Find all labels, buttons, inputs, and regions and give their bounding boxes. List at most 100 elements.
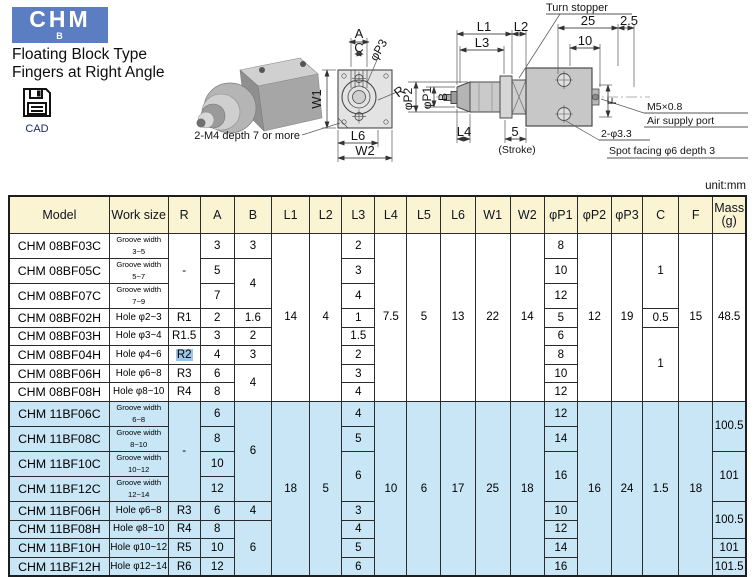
column-header: L6 [440, 195, 476, 234]
spec-cell: 5 [199, 258, 235, 284]
spec-cell: Hole φ2~3 [108, 308, 169, 328]
spec-cell: 2 [233, 326, 273, 347]
model-cell: CHM 11BF08H [8, 519, 110, 540]
cad-download[interactable]: CAD [19, 87, 55, 135]
spec-cell: 100.5 [712, 500, 747, 540]
column-header: A [199, 195, 235, 234]
table-row: CHM 08BF08H Hole φ8~10 R4 8 4 12 [8, 382, 746, 402]
column-header: W1 [474, 195, 511, 234]
header-row: Model Work size R A B L1 L2 L3 L4 L5 L6 W1 W2 φP1 φP2 φ… [8, 195, 747, 234]
model-cell: CHM 11BF10C [8, 450, 110, 477]
model-cell: CHM 08BF08H [8, 382, 110, 402]
spec-cell: 2 [341, 233, 376, 259]
spec-cell: 16 [543, 450, 578, 502]
model-cell: CHM 11BF10H [8, 538, 110, 558]
spec-cell: 14 [270, 233, 311, 402]
model-cell: CHM 08BF03C [8, 233, 110, 259]
table-row: CHM 11BF10C Groove width 10~12 10 6 16 101 [8, 450, 747, 502]
unit-label: unit:mm [705, 180, 746, 192]
spec-cell: 4 [341, 283, 376, 309]
spec-cell: Hole φ8~10 [108, 382, 169, 402]
spec-cell: 25 [474, 400, 511, 577]
column-header: L3 [341, 195, 376, 234]
spec-cell: 3 [233, 233, 273, 259]
dim-label-L1: L1 [477, 19, 491, 34]
spec-cell: Groove width 7~9 [108, 283, 169, 309]
spec-cell: 18 [270, 400, 311, 577]
spec-cell: 6 [233, 400, 273, 502]
spec-cell: 18 [678, 400, 714, 577]
spec-cell: 6 [543, 326, 578, 347]
model-cell: CHM 11BF08C [8, 425, 110, 452]
note-spot-facing: Spot facing φ6 depth 3 [609, 145, 715, 157]
spec-cell: 3 [341, 363, 376, 384]
dim-label-B: B [436, 93, 450, 101]
spec-cell: 8 [543, 345, 578, 365]
column-header: L4 [374, 195, 408, 234]
column-header: Work size [108, 195, 169, 234]
spec-cell: 10 [374, 400, 408, 577]
model-cell: CHM 11BF12C [8, 475, 110, 502]
spec-cell: 12 [576, 233, 613, 402]
spec-cell: 7 [199, 283, 235, 309]
spec-cell: R1.5 [167, 326, 201, 347]
spec-cell: 6 [406, 400, 442, 577]
spec-cell: 4 [233, 258, 273, 309]
spec-cell: 15 [678, 233, 714, 402]
dim-label-L2: L2 [514, 19, 528, 34]
spec-cell: Hole φ10~12 [108, 538, 169, 558]
spec-cell: Hole φ4~6 [108, 345, 169, 365]
spec-cell: 1 [641, 326, 680, 402]
product-photo [196, 57, 323, 134]
spec-cell: 2 [199, 308, 235, 328]
spec-cell: 12 [543, 283, 578, 309]
spec-cell: 4 [309, 233, 343, 402]
spec-cell: R6 [167, 556, 201, 577]
table-row: CHM 11BF06H Hole φ6~8 R3 6 4 3 10 100.5 [8, 500, 747, 540]
spec-cell: - [167, 400, 201, 502]
spec-cell: R5 [167, 538, 201, 558]
table-row: CHM 08BF07C Groove width 7~9 7 4 12 [8, 283, 746, 309]
title-line-1: Floating Block Type [12, 46, 147, 63]
note-m5: M5×0.8 [647, 101, 682, 113]
note-air-supply-port: Air supply port [647, 115, 714, 127]
note-drill: 2-φ3.3 [601, 128, 632, 140]
spec-cell: 4 [341, 400, 376, 427]
column-header: R [167, 195, 201, 234]
spec-cell: 6 [341, 556, 376, 577]
product-series-logo: CHM B [12, 7, 108, 43]
table-row: CHM 08BF03H Hole φ3~4 R1.5 3 2 1.5 6 1 [8, 326, 746, 402]
dim-label-W2: W2 [355, 143, 375, 158]
spec-cell: 101.5 [712, 556, 747, 577]
column-header: C [641, 195, 680, 234]
spec-cell: 13 [440, 233, 476, 402]
front-view-dimensions [301, 38, 398, 162]
series-code: CHM [29, 6, 91, 32]
spec-cell: 10 [543, 500, 578, 521]
page-title: Floating Block Type Fingers at Right Ang… [12, 46, 165, 82]
dim-label-L6: L6 [351, 128, 365, 143]
cad-label: CAD [25, 123, 49, 135]
spec-cell: 10 [199, 538, 235, 558]
table-row: CHM 11BF06C Groove width 6~8-6 6 18 5 4 10 6 17 2… [8, 400, 747, 577]
side-view-dimensions [408, 13, 748, 159]
spec-cell: 2 [341, 345, 376, 365]
spec-cell: 12 [199, 556, 235, 577]
spec-cell: 6 [199, 363, 235, 384]
spec-cell: Groove width 10~12 [108, 450, 169, 477]
spec-cell: 1 [641, 233, 680, 309]
model-cell: CHM 08BF07C [8, 283, 110, 309]
spec-cell: 18 [509, 400, 545, 577]
table-row: CHM 08BF06H Hole φ6~8 R3 6 4 3 10 [8, 363, 746, 402]
spec-cell: 5 [309, 400, 343, 577]
spec-cell: 7.5 [374, 233, 408, 402]
dim-label-phiP1: φP1 [420, 86, 434, 109]
front-view [337, 69, 393, 129]
spec-cell: 3 [341, 258, 376, 284]
spec-cell: 4 [199, 345, 235, 365]
spec-cell: 101 [712, 450, 747, 502]
spec-cell: 4 [233, 500, 273, 521]
model-cell: CHM 08BF06H [8, 363, 110, 384]
column-header: W2 [509, 195, 545, 234]
table-row: CHM 08BF03C Groove width 3~5-3 3 14 4 2 7.5 5 13… [8, 233, 747, 402]
